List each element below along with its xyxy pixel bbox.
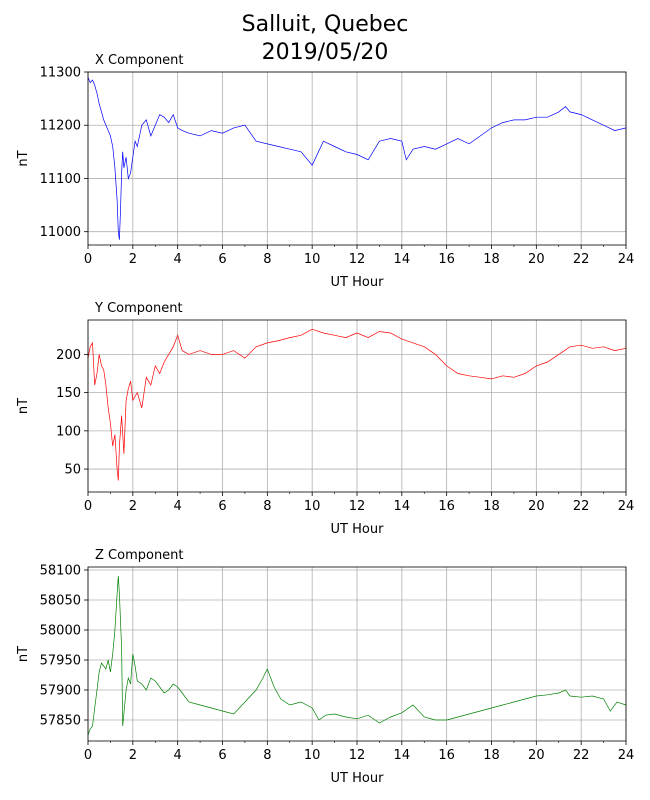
x-tick-label: 20 [528, 748, 545, 763]
x-tick-label: 8 [263, 252, 271, 267]
x-tick-label: 14 [394, 748, 411, 763]
y-tick-label: 58050 [40, 594, 81, 609]
x-tick-label: 12 [349, 252, 366, 267]
x-tick-label: 4 [174, 499, 182, 514]
x-tick-label: 16 [438, 499, 455, 514]
x-tick-label: 10 [304, 499, 321, 514]
x-tick-label: 2 [129, 499, 137, 514]
x-tick-label: 12 [349, 499, 366, 514]
x-tick-label: 4 [174, 748, 182, 763]
x-tick-label: 8 [263, 499, 271, 514]
y-tick-label: 50 [64, 463, 81, 478]
y-tick-label: 57850 [40, 714, 81, 729]
x-tick-label: 24 [618, 748, 635, 763]
x-tick-label: 0 [84, 499, 92, 514]
y-tick-label: 150 [56, 386, 81, 401]
x-tick-label: 0 [84, 252, 92, 267]
x-tick-label: 10 [304, 748, 321, 763]
x-tick-label: 20 [528, 499, 545, 514]
x-tick-label: 10 [304, 252, 321, 267]
x-tick-label: 16 [438, 252, 455, 267]
x-tick-label: 18 [483, 748, 500, 763]
x-tick-label: 18 [483, 499, 500, 514]
y-tick-label: 100 [56, 424, 81, 439]
x-tick-label: 12 [349, 748, 366, 763]
x-tick-label: 14 [394, 252, 411, 267]
series-line [87, 328, 627, 481]
x-tick-label: 24 [618, 252, 635, 267]
x-tick-label: 6 [218, 748, 226, 763]
x-tick-label: 20 [528, 252, 545, 267]
panel-title: Z Component [95, 548, 184, 563]
x-tick-label: 22 [573, 499, 590, 514]
y-tick-label: 11000 [40, 225, 81, 240]
x-tick-label: 18 [483, 252, 500, 267]
x-tick-label: 24 [618, 499, 635, 514]
series-line [87, 77, 627, 240]
y-tick-label: 11300 [40, 66, 81, 81]
x-tick-label: 2 [129, 252, 137, 267]
chart-panel-1: 0 2 4 6 8 10 12 14 16 18 20 22 241100011100112001130… [16, 53, 634, 290]
x-axis-label: UT Hour [331, 275, 385, 290]
y-axis-label: nT [16, 646, 31, 662]
chart-panel-3: 0 2 4 6 8 10 12 14 16 18 20 22 245785057900579505800… [16, 548, 634, 786]
x-tick-label: 16 [438, 748, 455, 763]
x-tick-label: 6 [218, 252, 226, 267]
y-tick-label: 57900 [40, 684, 81, 699]
y-tick-label: 11100 [40, 172, 81, 187]
x-tick-label: 8 [263, 748, 271, 763]
x-tick-label: 22 [573, 748, 590, 763]
x-tick-label: 0 [84, 748, 92, 763]
y-tick-label: 200 [56, 348, 81, 363]
y-tick-label: 11200 [40, 119, 81, 134]
figure-title-line1: Salluit, Quebec [241, 12, 409, 37]
x-tick-label: 14 [394, 499, 411, 514]
x-tick-label: 22 [573, 252, 590, 267]
x-axis-label: UT Hour [331, 522, 385, 537]
x-tick-label: 4 [174, 252, 182, 267]
x-tick-label: 2 [129, 748, 137, 763]
figure-title-line2: 2019/05/20 [261, 40, 389, 65]
y-tick-label: 57950 [40, 654, 81, 669]
y-axis-label: nT [16, 398, 31, 414]
y-tick-label: 58100 [40, 564, 81, 579]
series-line [87, 575, 627, 736]
panel-title: Y Component [94, 301, 183, 316]
panel-title: X Component [95, 53, 184, 68]
x-axis-label: UT Hour [331, 771, 385, 786]
y-axis-label: nT [16, 150, 31, 166]
x-tick-label: 6 [218, 499, 226, 514]
y-tick-label: 58000 [40, 624, 81, 639]
